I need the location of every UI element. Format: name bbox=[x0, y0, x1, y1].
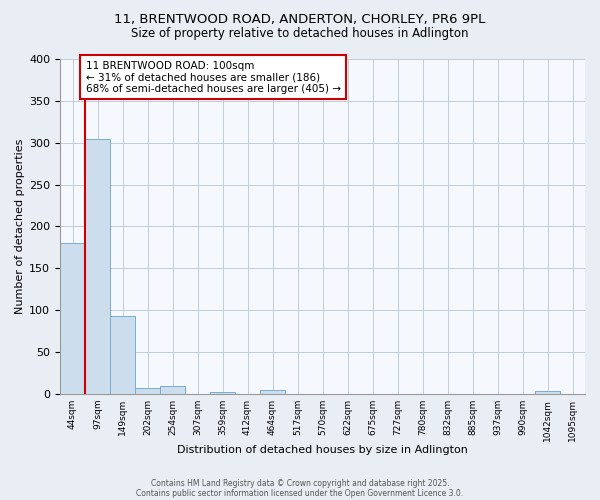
Bar bbox=[60, 243, 85, 394]
X-axis label: Distribution of detached houses by size in Adlington: Distribution of detached houses by size … bbox=[177, 445, 468, 455]
Text: 11 BRENTWOOD ROAD: 100sqm
← 31% of detached houses are smaller (186)
68% of semi: 11 BRENTWOOD ROAD: 100sqm ← 31% of detac… bbox=[86, 60, 341, 94]
Bar bbox=[85, 138, 110, 394]
Bar bbox=[160, 386, 185, 394]
Text: Contains public sector information licensed under the Open Government Licence 3.: Contains public sector information licen… bbox=[136, 488, 464, 498]
Bar bbox=[135, 388, 160, 394]
Y-axis label: Number of detached properties: Number of detached properties bbox=[15, 138, 25, 314]
Text: Contains HM Land Registry data © Crown copyright and database right 2025.: Contains HM Land Registry data © Crown c… bbox=[151, 478, 449, 488]
Text: Size of property relative to detached houses in Adlington: Size of property relative to detached ho… bbox=[131, 28, 469, 40]
Text: 11, BRENTWOOD ROAD, ANDERTON, CHORLEY, PR6 9PL: 11, BRENTWOOD ROAD, ANDERTON, CHORLEY, P… bbox=[115, 12, 485, 26]
Bar bbox=[535, 392, 560, 394]
Bar bbox=[260, 390, 285, 394]
Bar bbox=[210, 392, 235, 394]
Bar bbox=[110, 316, 135, 394]
